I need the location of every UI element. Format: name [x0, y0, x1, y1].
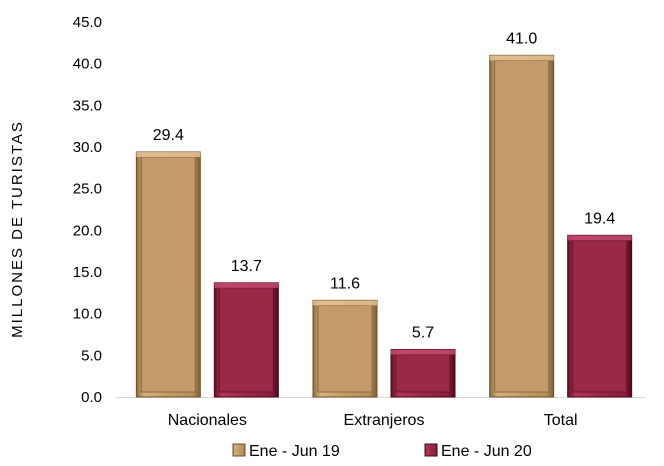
legend: Ene - Jun 19 Ene - Jun 20: [232, 443, 532, 460]
bar: [213, 282, 279, 398]
y-tick-label: 25.0: [73, 181, 102, 198]
legend-label: Ene - Jun 19: [249, 443, 340, 460]
y-tick-label: 45.0: [73, 14, 102, 31]
bar: [312, 299, 378, 398]
bar-bevel: [395, 354, 451, 393]
bar: [390, 349, 456, 398]
bar-top-highlight: [489, 55, 554, 61]
data-label: 5.7: [412, 325, 434, 342]
legend-swatch: [232, 443, 246, 457]
data-labels: 29.4 13.7 11.6 5.7 41.0 19.4: [153, 30, 616, 341]
bar-bevel: [494, 59, 550, 393]
bar-bevel: [317, 304, 373, 393]
y-tick-label: 5.0: [81, 347, 102, 364]
data-label: 41.0: [506, 30, 537, 47]
bar-top-highlight: [136, 152, 201, 157]
bar: [135, 151, 201, 398]
data-label: 11.6: [330, 275, 360, 292]
y-tick-label: 30.0: [73, 139, 102, 156]
legend-label: Ene - Jun 20: [441, 443, 532, 460]
x-tick-label: Total: [544, 412, 578, 429]
bar: [489, 54, 555, 398]
bar-bevel: [572, 239, 628, 393]
y-tick-label: 0.0: [81, 389, 102, 406]
bar: [567, 234, 633, 398]
y-axis: 0.0 5.0 10.0 15.0 20.0 25.0 30.0 35.0 40.0 45.0: [73, 14, 102, 406]
y-tick-label: 20.0: [73, 222, 102, 239]
y-tick-label: 10.0: [73, 306, 102, 323]
bar-top-highlight: [391, 349, 455, 355]
y-tick-label: 35.0: [73, 97, 102, 114]
y-axis-label: MILLONES DE TURISTAS: [9, 120, 26, 338]
x-tick-label: Extranjeros: [344, 412, 425, 429]
bar-top-highlight: [214, 282, 279, 288]
bars: [135, 54, 633, 398]
bar-bevel: [140, 156, 196, 393]
bar-top-highlight: [567, 235, 632, 241]
y-tick-label: 15.0: [73, 264, 102, 281]
legend-swatch: [424, 443, 438, 457]
data-label: 19.4: [584, 210, 615, 227]
y-tick-label: 40.0: [73, 56, 102, 73]
data-label: 13.7: [231, 258, 262, 275]
legend-item: Ene - Jun 20: [424, 443, 532, 460]
data-label: 29.4: [153, 127, 184, 144]
x-tick-label: Nacionales: [168, 412, 247, 429]
legend-item: Ene - Jun 19: [232, 443, 340, 460]
bar-top-highlight: [313, 300, 377, 306]
x-axis: Nacionales Extranjeros Total: [116, 397, 646, 429]
bar-bevel: [218, 287, 274, 393]
